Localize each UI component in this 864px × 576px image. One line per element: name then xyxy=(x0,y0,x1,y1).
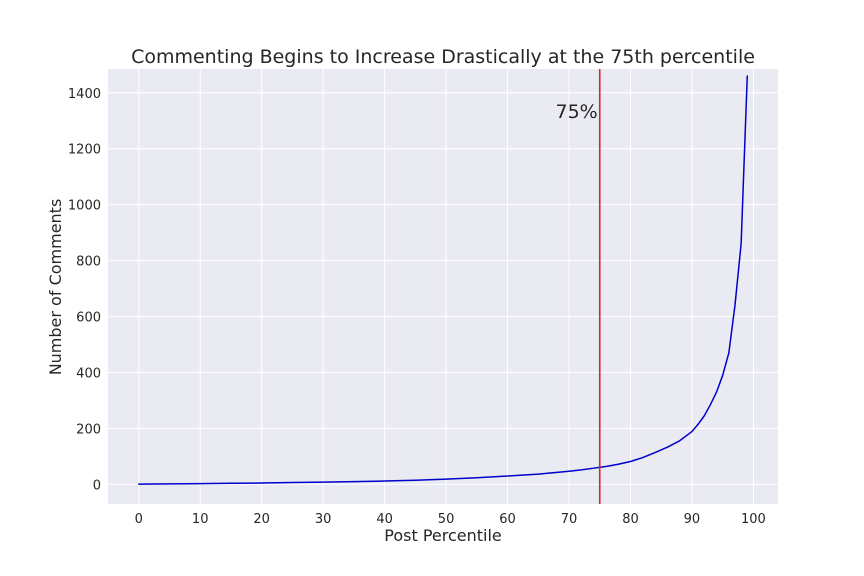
x-tick-label: 30 xyxy=(315,512,332,527)
annotation-layer: 75% xyxy=(556,69,601,504)
x-tick-label: 10 xyxy=(192,512,209,527)
y-tick-label: 200 xyxy=(76,422,101,437)
grid-lines xyxy=(108,69,778,504)
plot-area xyxy=(108,69,778,504)
x-tick-label: 80 xyxy=(622,512,639,527)
chart-title: Commenting Begins to Increase Drasticall… xyxy=(131,46,755,68)
y-tick-label: 0 xyxy=(93,478,101,493)
x-tick-label: 40 xyxy=(376,512,393,527)
y-axis-label: Number of Comments xyxy=(46,199,65,376)
y-tick-label: 1400 xyxy=(68,87,101,102)
x-tick-label: 20 xyxy=(253,512,270,527)
x-tick-label: 50 xyxy=(438,512,455,527)
x-tick-label: 0 xyxy=(135,512,143,527)
y-tick-label: 1000 xyxy=(68,199,101,214)
y-tick-label: 400 xyxy=(76,367,101,382)
x-tick-label: 60 xyxy=(499,512,516,527)
x-tick-labels: 0 10 20 30 40 50 60 70 80 90 100 xyxy=(135,512,766,527)
x-tick-label: 90 xyxy=(684,512,701,527)
y-tick-label: 1200 xyxy=(68,143,101,158)
x-tick-label: 70 xyxy=(561,512,578,527)
x-axis-label: Post Percentile xyxy=(384,526,502,545)
percentile-75-label: 75% xyxy=(556,101,598,123)
y-tick-labels: 0 200 400 600 800 1000 1200 1400 xyxy=(68,87,101,494)
y-tick-label: 600 xyxy=(76,311,101,326)
y-tick-label: 800 xyxy=(76,255,101,270)
x-tick-label: 100 xyxy=(741,512,766,527)
